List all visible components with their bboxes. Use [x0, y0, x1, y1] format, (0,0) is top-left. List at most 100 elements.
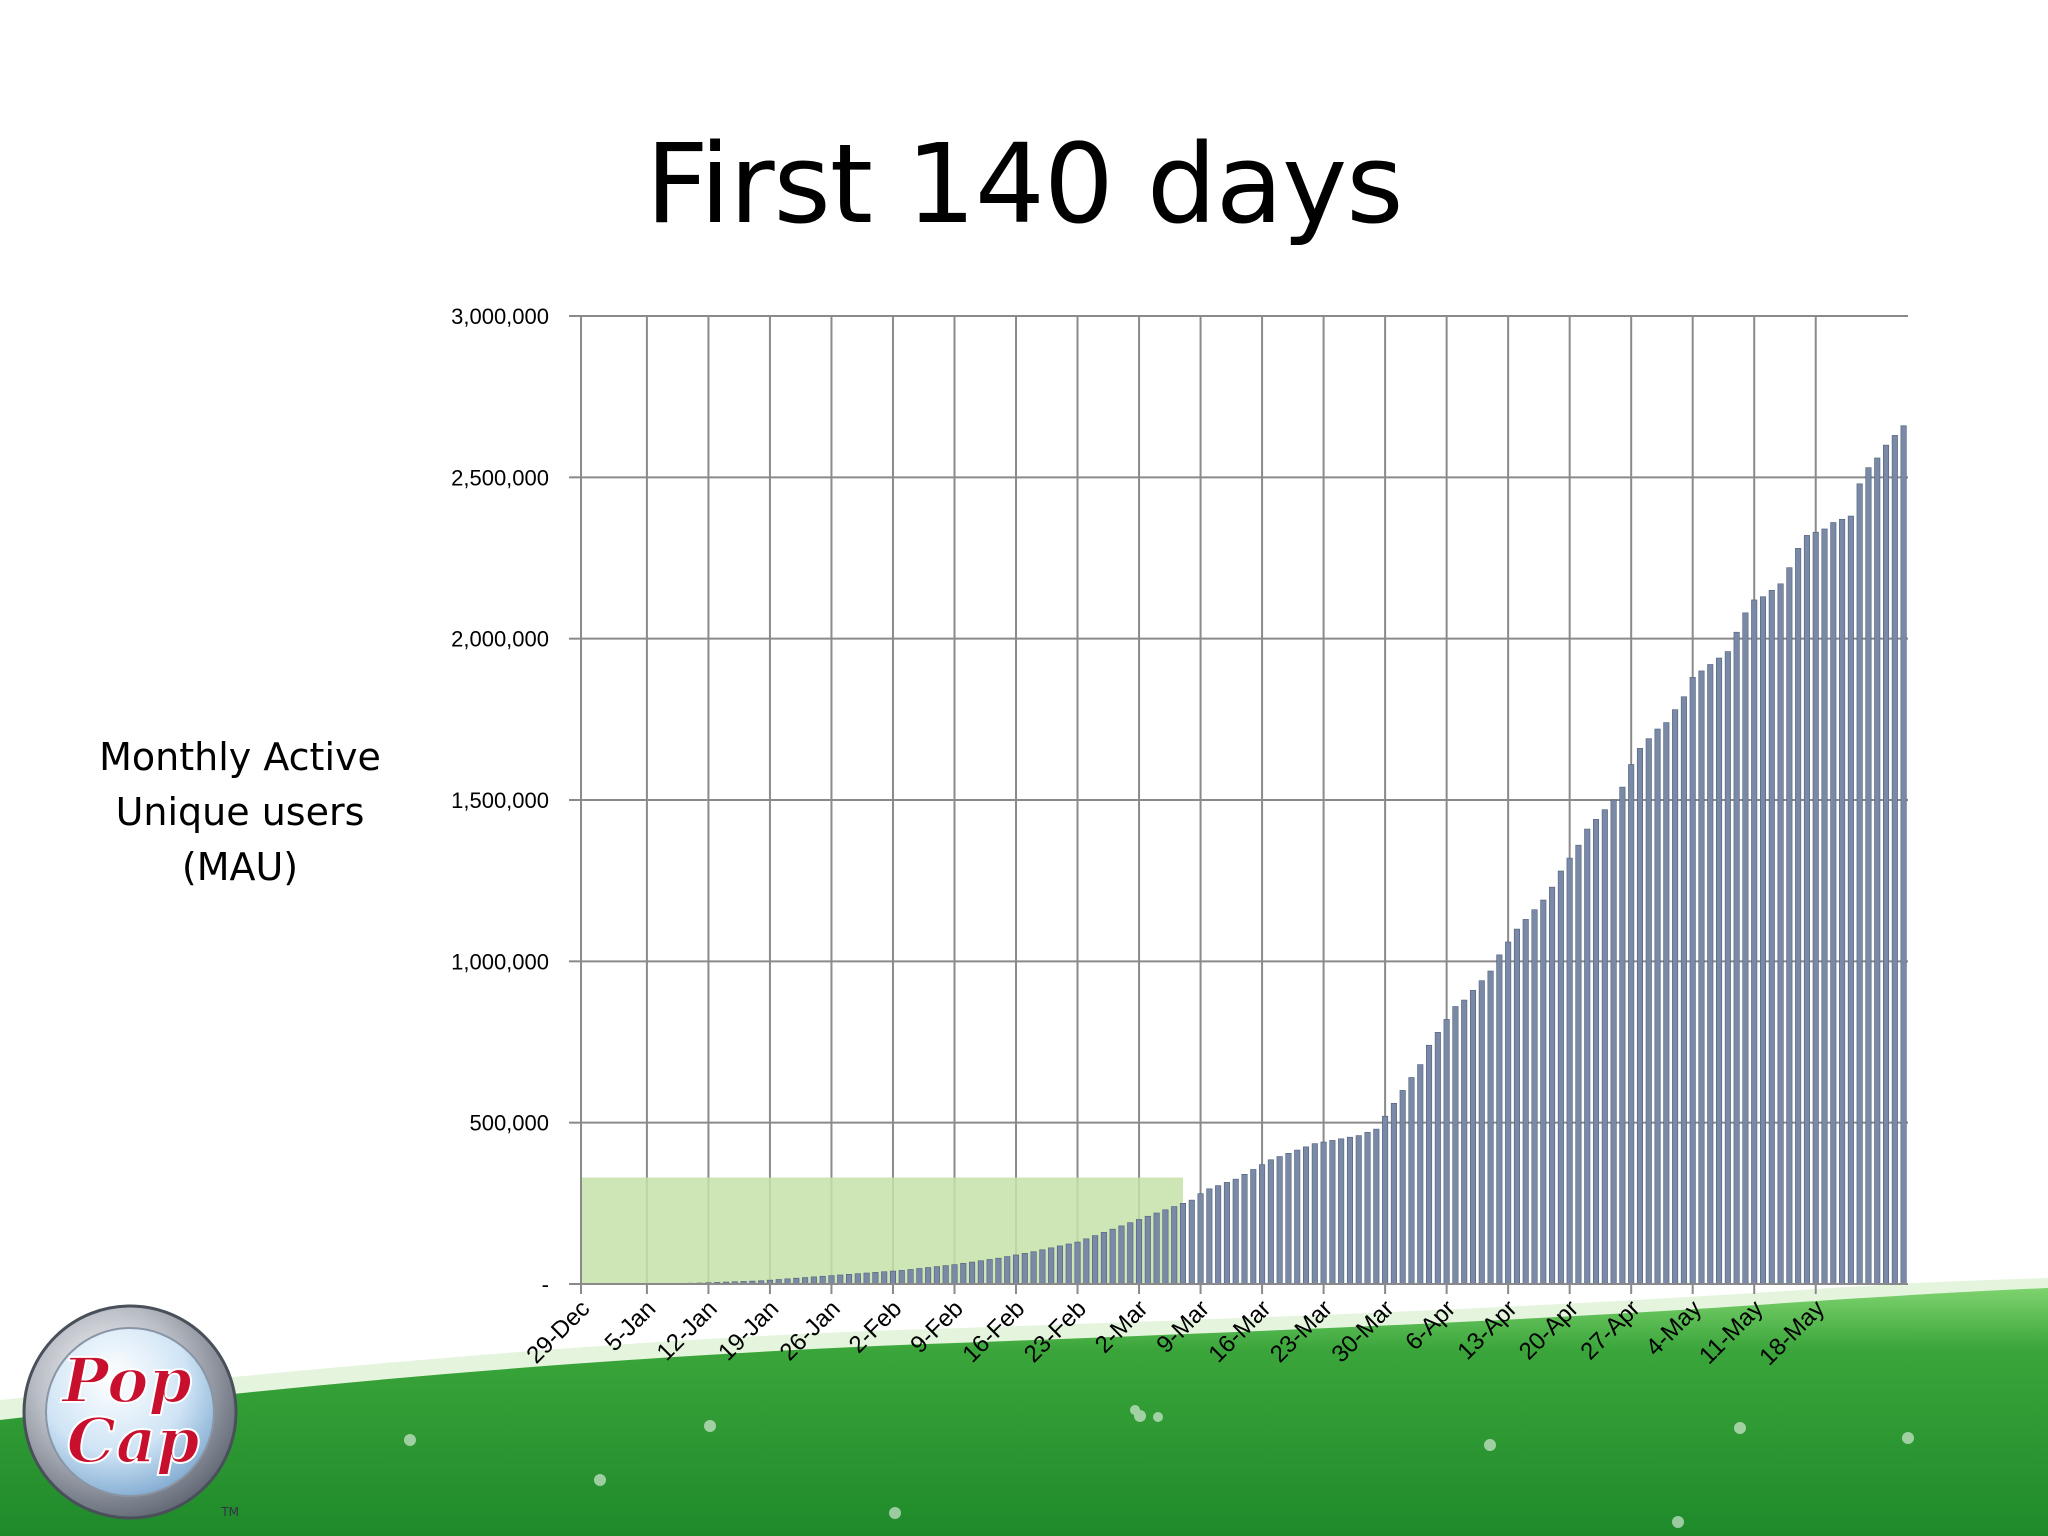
x-tick-label: 16-Feb — [957, 1295, 1030, 1368]
x-tick-label: 2-Feb — [844, 1295, 907, 1358]
bar — [1259, 1164, 1266, 1285]
bar — [1012, 1254, 1020, 1285]
bar — [1883, 444, 1890, 1285]
x-tick-label: 12-Jan — [652, 1295, 723, 1366]
bar — [1891, 435, 1898, 1285]
bar — [1795, 548, 1802, 1285]
y-axis-title-line: (MAU) — [181, 845, 299, 889]
bar — [1039, 1249, 1046, 1285]
x-tick-label: 11-May — [1694, 1295, 1768, 1369]
bar — [1162, 1209, 1169, 1285]
bar — [1619, 786, 1626, 1285]
bar — [1461, 999, 1468, 1285]
bar — [1707, 664, 1714, 1285]
bar — [1663, 722, 1670, 1285]
bar — [1232, 1178, 1239, 1285]
x-tick-label: 29-Dec — [521, 1295, 595, 1369]
bar — [1179, 1203, 1187, 1285]
bar — [1575, 844, 1582, 1285]
y-tick-label: 1,000,000 — [451, 949, 549, 974]
bar — [960, 1263, 967, 1285]
y-tick-label: 2,500,000 — [451, 465, 549, 490]
x-tick-label: 23-Feb — [1019, 1295, 1092, 1368]
bar — [1206, 1188, 1213, 1285]
bar — [1443, 1019, 1450, 1285]
x-tick-label: 26-Jan — [775, 1295, 846, 1366]
logo-text: Cap — [67, 1404, 200, 1477]
bar — [1812, 531, 1819, 1285]
bar — [1346, 1136, 1353, 1285]
bar — [1821, 528, 1828, 1285]
bar — [977, 1260, 984, 1285]
logo-text: Pop — [60, 1344, 192, 1417]
bar — [1074, 1241, 1081, 1285]
bar — [1505, 941, 1512, 1285]
bar — [881, 1271, 888, 1285]
y-tick-label: 1,500,000 — [451, 788, 549, 813]
bar — [995, 1257, 1002, 1285]
popcap-logo: Pop Cap TM — [15, 1300, 245, 1525]
bar — [1610, 799, 1617, 1285]
bar — [1065, 1243, 1072, 1285]
bar — [1856, 483, 1863, 1285]
bar — [1513, 928, 1520, 1285]
bar — [1285, 1153, 1292, 1285]
x-tick-label: 23-Mar — [1265, 1295, 1338, 1368]
bar — [1540, 899, 1547, 1285]
bar — [1294, 1149, 1301, 1285]
bar — [1048, 1247, 1055, 1285]
bar — [1672, 709, 1679, 1285]
bar — [819, 1275, 826, 1285]
bar — [1250, 1169, 1257, 1285]
bar — [1452, 1006, 1459, 1285]
y-axis-title: Monthly Active Unique users (MAU) — [70, 730, 410, 895]
bar — [942, 1265, 949, 1285]
bar — [1601, 809, 1608, 1285]
bar — [1100, 1232, 1107, 1285]
bar — [1399, 1090, 1406, 1285]
bar — [872, 1272, 879, 1285]
bar — [1197, 1193, 1204, 1285]
bar — [1865, 467, 1872, 1285]
bar — [1355, 1135, 1362, 1285]
bar — [810, 1276, 817, 1285]
bar — [1408, 1077, 1415, 1285]
bar — [1584, 828, 1591, 1285]
bar — [1830, 522, 1837, 1285]
bar — [1118, 1225, 1125, 1285]
bar — [1083, 1238, 1090, 1285]
bar — [1759, 596, 1767, 1285]
bar — [1188, 1199, 1195, 1285]
bar — [916, 1268, 923, 1285]
bar — [1522, 919, 1529, 1285]
bar — [1839, 518, 1846, 1285]
bar — [1874, 457, 1881, 1285]
bar — [1566, 857, 1573, 1285]
bar — [1654, 728, 1661, 1285]
bar — [854, 1273, 861, 1285]
bar — [986, 1259, 993, 1285]
x-tick-label: 13-Apr — [1452, 1295, 1522, 1365]
bar — [889, 1270, 896, 1285]
bar — [1092, 1235, 1099, 1285]
bar — [1628, 764, 1635, 1285]
highlight-region — [581, 1177, 1183, 1284]
y-axis-title-line: Unique users — [115, 790, 365, 834]
bar — [1469, 990, 1477, 1285]
x-tick-label: 19-Jan — [713, 1295, 784, 1366]
bar — [1364, 1132, 1371, 1285]
x-tick-label: 20-Apr — [1514, 1295, 1584, 1365]
bar — [1127, 1222, 1134, 1285]
bar — [1531, 909, 1538, 1285]
bar — [1847, 515, 1854, 1285]
bar — [1768, 589, 1775, 1285]
bar — [1496, 954, 1503, 1285]
bar — [1109, 1228, 1116, 1285]
bar — [1144, 1215, 1151, 1285]
bar — [969, 1261, 976, 1285]
bar — [1742, 612, 1749, 1285]
bar — [1302, 1146, 1310, 1285]
bar — [898, 1270, 905, 1285]
bar — [1267, 1159, 1274, 1285]
